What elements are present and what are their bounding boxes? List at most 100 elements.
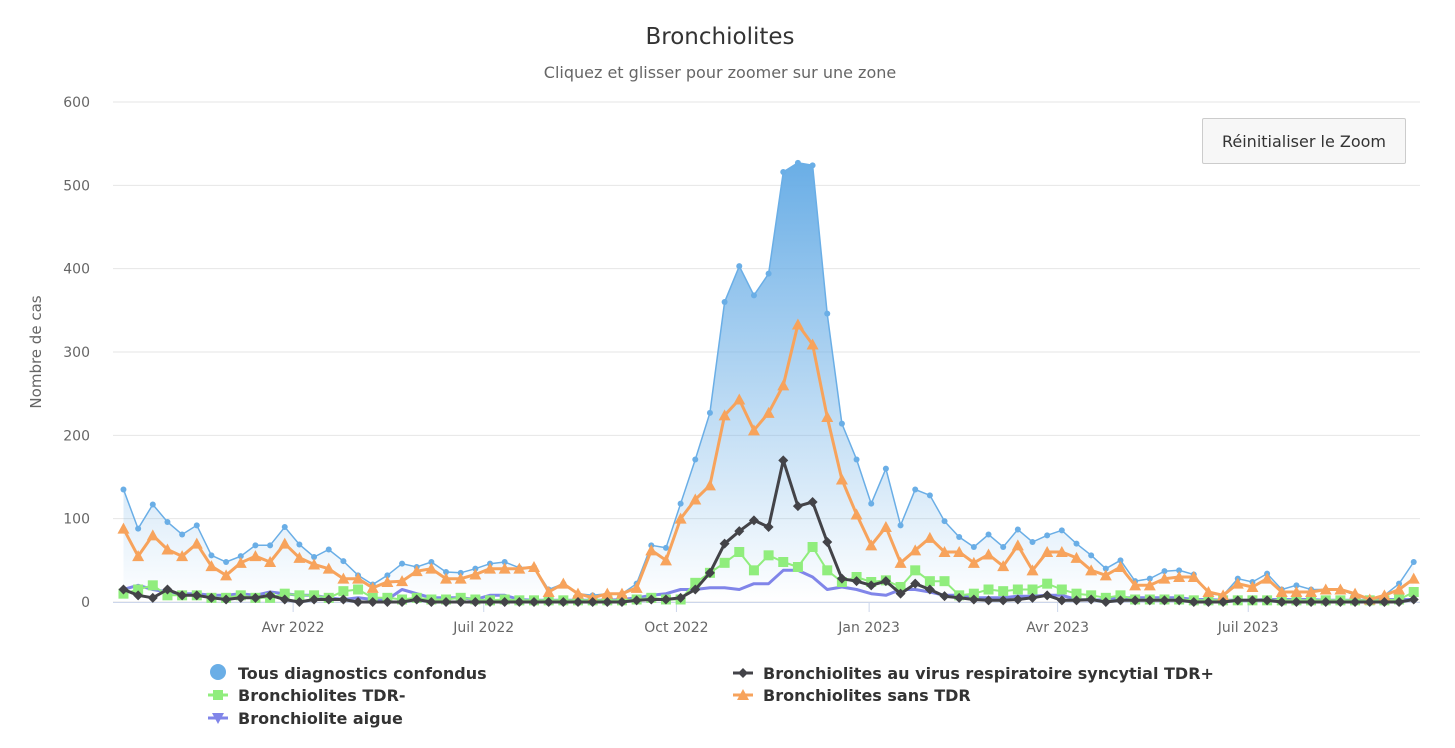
data-point[interactable] xyxy=(939,591,950,602)
data-point[interactable] xyxy=(557,577,570,589)
data-point[interactable] xyxy=(733,393,746,405)
data-point[interactable] xyxy=(1176,567,1183,574)
data-point[interactable] xyxy=(615,587,628,599)
data-point[interactable] xyxy=(1085,564,1098,576)
data-point[interactable] xyxy=(1408,594,1419,605)
data-point[interactable] xyxy=(909,544,922,556)
data-point[interactable] xyxy=(1114,561,1127,572)
data-point[interactable] xyxy=(748,515,759,526)
data-point[interactable] xyxy=(1071,595,1082,606)
data-point[interactable] xyxy=(267,542,274,549)
data-point[interactable] xyxy=(278,537,291,549)
data-point[interactable] xyxy=(838,420,845,427)
data-point[interactable] xyxy=(1262,595,1273,606)
data-point[interactable] xyxy=(1159,595,1170,606)
data-point[interactable] xyxy=(1070,551,1083,563)
data-point[interactable] xyxy=(252,542,259,549)
data-point[interactable] xyxy=(1407,572,1420,584)
data-point[interactable] xyxy=(956,534,963,540)
data-point[interactable] xyxy=(399,560,406,567)
data-point[interactable] xyxy=(118,584,129,595)
data-point[interactable] xyxy=(910,578,921,589)
data-point[interactable] xyxy=(237,553,244,560)
legend-item[interactable]: Tous diagnostics confondus xyxy=(210,664,487,683)
data-point[interactable] xyxy=(1012,584,1023,595)
data-point[interactable] xyxy=(381,576,394,587)
data-point[interactable] xyxy=(528,561,541,572)
data-point[interactable] xyxy=(309,594,320,605)
data-point[interactable] xyxy=(587,597,598,607)
data-point[interactable] xyxy=(234,556,247,568)
data-point[interactable] xyxy=(660,594,671,605)
data-point[interactable] xyxy=(778,455,789,466)
data-point[interactable] xyxy=(970,544,977,550)
data-point[interactable] xyxy=(748,565,759,576)
data-point[interactable] xyxy=(1044,532,1051,539)
data-point[interactable] xyxy=(191,590,202,601)
data-point[interactable] xyxy=(235,592,246,603)
data-point[interactable] xyxy=(1293,582,1300,589)
data-point[interactable] xyxy=(1217,589,1230,601)
data-point[interactable] xyxy=(176,550,189,562)
data-point[interactable] xyxy=(879,521,892,532)
data-point[interactable] xyxy=(249,550,262,562)
data-point[interactable] xyxy=(1014,526,1021,533)
data-point[interactable] xyxy=(1276,597,1287,607)
data-point[interactable] xyxy=(792,501,803,512)
data-point[interactable] xyxy=(1099,569,1112,581)
legend-item[interactable]: Bronchiolites sans TDR xyxy=(733,686,971,705)
data-point[interactable] xyxy=(865,539,878,551)
data-point[interactable] xyxy=(179,531,186,538)
data-point[interactable] xyxy=(924,576,935,587)
data-point[interactable] xyxy=(689,493,702,505)
data-point[interactable] xyxy=(1246,581,1259,592)
data-point[interactable] xyxy=(1000,544,1007,550)
data-point[interactable] xyxy=(572,597,583,607)
data-point[interactable] xyxy=(208,552,215,559)
data-point[interactable] xyxy=(1247,595,1258,606)
data-point[interactable] xyxy=(1055,546,1068,557)
data-point[interactable] xyxy=(1041,546,1054,557)
data-point[interactable] xyxy=(1056,595,1067,606)
data-point[interactable] xyxy=(223,559,230,565)
data-point[interactable] xyxy=(146,529,159,541)
data-point[interactable] xyxy=(469,568,482,580)
data-point[interactable] xyxy=(1058,527,1065,534)
legend-item[interactable]: Bronchiolites TDR- xyxy=(208,686,406,705)
data-point[interactable] xyxy=(822,537,833,547)
data-point[interactable] xyxy=(1187,571,1200,582)
data-point[interactable] xyxy=(1143,579,1156,591)
data-point[interactable] xyxy=(868,500,875,507)
data-point[interactable] xyxy=(721,299,728,305)
data-point[interactable] xyxy=(1029,539,1036,545)
data-point[interactable] xyxy=(809,162,816,169)
legend-symbol-square[interactable] xyxy=(213,690,223,700)
data-point[interactable] xyxy=(1174,595,1185,606)
data-point[interactable] xyxy=(513,562,526,574)
data-point[interactable] xyxy=(631,595,642,606)
data-point[interactable] xyxy=(425,562,438,574)
data-point[interactable] xyxy=(1202,586,1215,597)
data-point[interactable] xyxy=(734,547,745,557)
data-point[interactable] xyxy=(659,554,672,566)
data-point[interactable] xyxy=(1056,584,1067,595)
data-point[interactable] xyxy=(1158,572,1171,584)
data-point[interactable] xyxy=(1306,597,1317,607)
data-point[interactable] xyxy=(718,409,731,421)
data-point[interactable] xyxy=(353,597,364,607)
data-point[interactable] xyxy=(308,558,321,570)
data-point[interactable] xyxy=(397,597,408,607)
data-point[interactable] xyxy=(501,559,508,565)
data-point[interactable] xyxy=(1364,597,1375,607)
data-point[interactable] xyxy=(1086,594,1097,605)
data-point[interactable] xyxy=(983,584,994,595)
data-point[interactable] xyxy=(410,565,423,577)
data-point[interactable] xyxy=(851,576,862,587)
data-point[interactable] xyxy=(1393,583,1406,595)
data-point[interactable] xyxy=(938,546,951,557)
data-point[interactable] xyxy=(1335,597,1346,607)
data-point[interactable] xyxy=(763,522,774,532)
data-point[interactable] xyxy=(470,597,481,607)
data-point[interactable] xyxy=(690,584,701,595)
